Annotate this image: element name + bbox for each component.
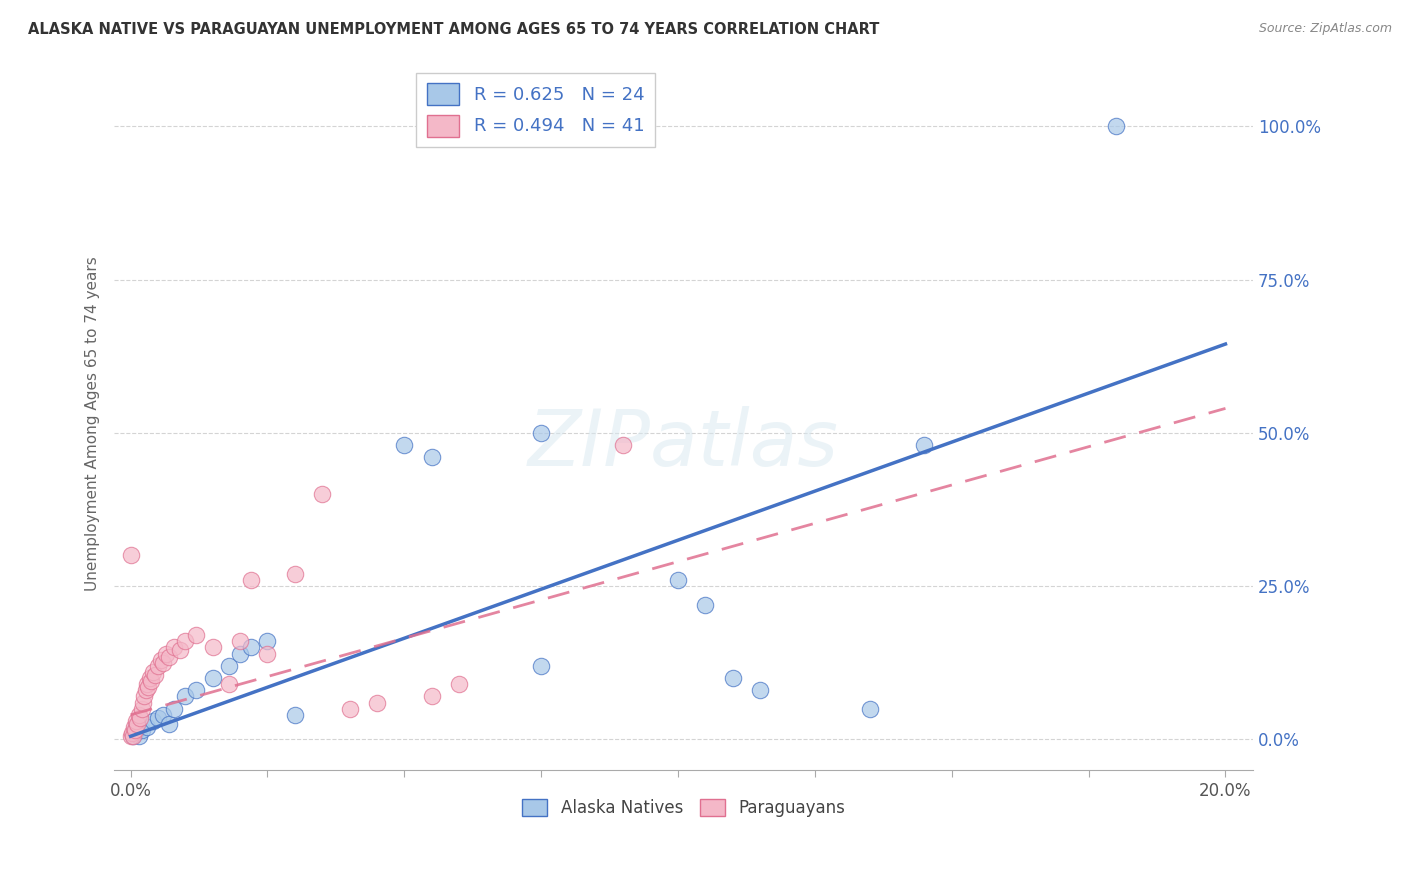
Point bbox=[218, 658, 240, 673]
Point bbox=[146, 711, 169, 725]
Legend: Alaska Natives, Paraguayans: Alaska Natives, Paraguayans bbox=[516, 792, 852, 824]
Point bbox=[139, 671, 162, 685]
Point bbox=[163, 640, 186, 655]
Point bbox=[149, 653, 172, 667]
Text: ALASKA NATIVE VS PARAGUAYAN UNEMPLOYMENT AMONG AGES 65 TO 74 YEARS CORRELATION C: ALASKA NATIVE VS PARAGUAYAN UNEMPLOYMENT… bbox=[28, 22, 880, 37]
Point bbox=[240, 640, 263, 655]
Point bbox=[124, 723, 146, 738]
Point bbox=[256, 647, 278, 661]
Text: Source: ZipAtlas.com: Source: ZipAtlas.com bbox=[1258, 22, 1392, 36]
Point bbox=[284, 707, 307, 722]
Point bbox=[201, 671, 224, 685]
Point bbox=[120, 729, 142, 743]
Point bbox=[311, 487, 333, 501]
Point bbox=[131, 723, 153, 738]
Point bbox=[125, 720, 148, 734]
Point bbox=[749, 683, 772, 698]
Point bbox=[186, 683, 208, 698]
Point bbox=[128, 707, 150, 722]
Point bbox=[155, 647, 177, 661]
Point bbox=[666, 573, 689, 587]
Point bbox=[127, 717, 149, 731]
Point bbox=[530, 425, 553, 440]
Point bbox=[339, 702, 361, 716]
Point bbox=[128, 729, 150, 743]
Point bbox=[229, 647, 252, 661]
Point bbox=[240, 573, 263, 587]
Point bbox=[135, 683, 157, 698]
Point bbox=[129, 711, 152, 725]
Point bbox=[157, 717, 180, 731]
Point bbox=[122, 729, 145, 743]
Point bbox=[284, 566, 307, 581]
Point bbox=[256, 634, 278, 648]
Point bbox=[186, 628, 208, 642]
Point bbox=[394, 438, 416, 452]
Point bbox=[420, 450, 443, 465]
Point bbox=[612, 438, 634, 452]
Point bbox=[124, 726, 146, 740]
Point bbox=[157, 649, 180, 664]
Point bbox=[721, 671, 744, 685]
Point bbox=[146, 658, 169, 673]
Point bbox=[859, 702, 882, 716]
Point bbox=[530, 658, 553, 673]
Point bbox=[121, 726, 143, 740]
Point bbox=[131, 702, 153, 716]
Point bbox=[136, 680, 159, 694]
Point bbox=[1105, 120, 1128, 134]
Point bbox=[174, 690, 197, 704]
Point bbox=[912, 438, 935, 452]
Point bbox=[134, 690, 156, 704]
Point bbox=[143, 668, 166, 682]
Point bbox=[125, 714, 148, 728]
Point bbox=[136, 677, 159, 691]
Point bbox=[695, 598, 717, 612]
Point bbox=[152, 656, 174, 670]
Point bbox=[120, 549, 142, 563]
Point bbox=[163, 702, 186, 716]
Point bbox=[141, 714, 163, 728]
Point bbox=[152, 707, 174, 722]
Point bbox=[131, 696, 153, 710]
Point bbox=[420, 690, 443, 704]
Point bbox=[141, 665, 163, 679]
Point bbox=[169, 643, 191, 657]
Point bbox=[121, 729, 143, 743]
Point bbox=[174, 634, 197, 648]
Point bbox=[449, 677, 471, 691]
Point bbox=[136, 720, 159, 734]
Point bbox=[122, 720, 145, 734]
Point bbox=[141, 674, 163, 689]
Point bbox=[229, 634, 252, 648]
Text: ZIPatlas: ZIPatlas bbox=[529, 407, 839, 483]
Point bbox=[201, 640, 224, 655]
Point bbox=[218, 677, 240, 691]
Point bbox=[366, 696, 388, 710]
Y-axis label: Unemployment Among Ages 65 to 74 years: Unemployment Among Ages 65 to 74 years bbox=[86, 256, 100, 591]
